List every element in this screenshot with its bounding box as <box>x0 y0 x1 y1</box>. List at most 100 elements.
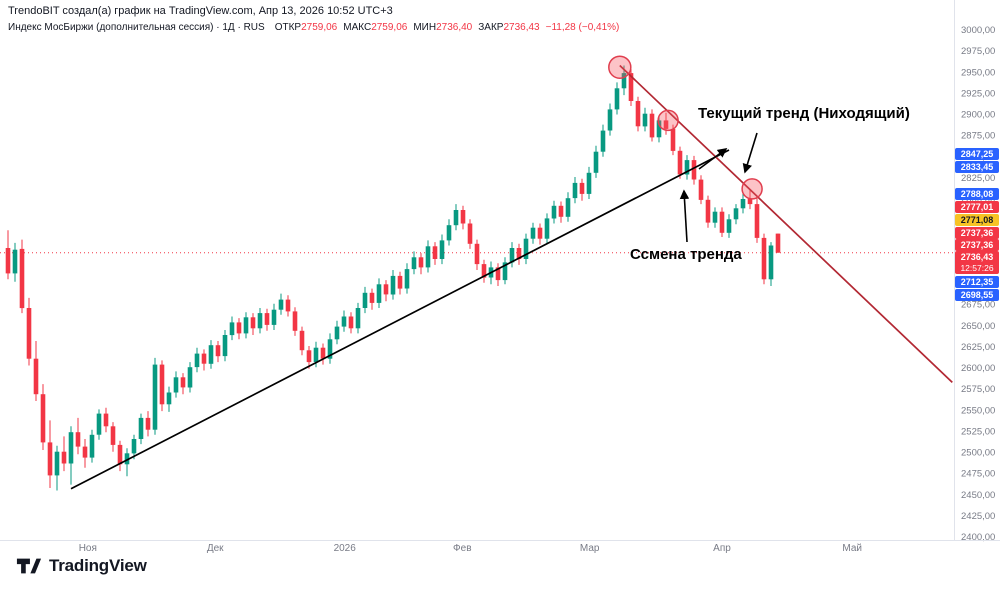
candle[interactable] <box>523 233 529 265</box>
annotation-arrow[interactable] <box>742 132 758 174</box>
candle[interactable] <box>334 320 340 345</box>
candle[interactable] <box>614 82 620 115</box>
candle[interactable] <box>215 341 221 363</box>
price-level-label[interactable]: 2833,45 <box>955 161 999 173</box>
price-level-label[interactable]: 2777,01 <box>955 201 999 213</box>
candle[interactable] <box>586 166 592 199</box>
candle[interactable] <box>733 204 739 225</box>
current-price-label[interactable]: 2736,43 12:57:26 <box>955 251 999 274</box>
candle[interactable] <box>383 280 389 302</box>
drawings-layer[interactable] <box>70 55 953 490</box>
tradingview-logo[interactable]: TradingView <box>16 556 147 576</box>
candle[interactable] <box>446 219 452 246</box>
candle[interactable] <box>236 318 242 340</box>
time-axis-label[interactable]: Апр <box>713 543 731 554</box>
price-level-label[interactable]: 2737,36 <box>955 239 999 251</box>
candle[interactable] <box>719 207 725 237</box>
candle[interactable] <box>208 340 214 369</box>
candle[interactable] <box>607 103 613 136</box>
candle[interactable] <box>264 308 270 331</box>
candle[interactable] <box>166 386 172 412</box>
candle[interactable] <box>593 145 599 178</box>
candle[interactable] <box>327 333 333 364</box>
annotation-arrow[interactable] <box>698 148 728 170</box>
candle[interactable] <box>404 263 410 294</box>
uptrend-trendline[interactable] <box>70 149 730 490</box>
candle[interactable] <box>726 214 732 238</box>
candle[interactable] <box>19 239 25 314</box>
candle[interactable] <box>47 420 53 488</box>
symbol-title[interactable]: Индекс МосБиржи (дополнительная сессия) … <box>8 22 265 33</box>
candle[interactable] <box>579 178 585 201</box>
time-axis-label[interactable]: 2026 <box>334 543 357 554</box>
candle[interactable] <box>61 436 67 472</box>
candle[interactable] <box>82 439 88 468</box>
candle[interactable] <box>348 312 354 334</box>
candle[interactable] <box>775 233 781 253</box>
candle[interactable] <box>600 124 606 157</box>
candle[interactable] <box>439 234 445 265</box>
candle[interactable] <box>26 297 32 366</box>
candle[interactable] <box>75 417 81 455</box>
candle[interactable] <box>320 343 326 365</box>
candle[interactable] <box>754 197 760 243</box>
time-axis-label[interactable]: Фев <box>453 543 471 554</box>
price-level-label[interactable]: 2847,25 <box>955 148 999 160</box>
candle[interactable] <box>243 312 249 339</box>
candles-layer[interactable] <box>5 65 781 491</box>
candle[interactable] <box>250 313 256 335</box>
candle[interactable] <box>124 448 130 477</box>
candle[interactable] <box>390 270 396 300</box>
candle[interactable] <box>649 109 655 142</box>
candle[interactable] <box>299 326 305 356</box>
candle[interactable] <box>89 429 95 463</box>
candle[interactable] <box>684 155 690 180</box>
candle[interactable] <box>418 253 424 275</box>
candle[interactable] <box>656 116 662 143</box>
candle[interactable] <box>40 384 46 450</box>
candle[interactable] <box>705 195 711 228</box>
candle[interactable] <box>502 257 508 285</box>
candle[interactable] <box>509 242 515 268</box>
candle[interactable] <box>530 222 536 244</box>
candle[interactable] <box>173 371 179 398</box>
candle[interactable] <box>453 204 459 231</box>
candle[interactable] <box>551 200 557 224</box>
candle[interactable] <box>229 316 235 341</box>
candle[interactable] <box>131 434 137 460</box>
time-axis-label[interactable]: Мар <box>580 543 600 554</box>
peak-circle-marker[interactable] <box>741 178 763 200</box>
downtrend-annotation[interactable]: Текущий тренд (Ниходящий) <box>698 105 910 122</box>
candle[interactable] <box>306 346 312 369</box>
candle[interactable] <box>677 146 683 179</box>
candle[interactable] <box>467 219 473 249</box>
candle[interactable] <box>432 242 438 265</box>
candle[interactable] <box>474 239 480 270</box>
peak-circle-marker[interactable] <box>657 109 679 132</box>
candle[interactable] <box>194 347 200 373</box>
candle[interactable] <box>397 271 403 295</box>
candle[interactable] <box>635 96 641 132</box>
time-axis-label[interactable]: Май <box>842 543 862 554</box>
candle[interactable] <box>768 242 774 286</box>
annotation-arrow[interactable] <box>679 189 690 243</box>
candle[interactable] <box>712 207 718 228</box>
candle[interactable] <box>257 308 263 334</box>
price-level-label[interactable]: 2698,55 <box>955 289 999 301</box>
price-level-label[interactable]: 2737,36 <box>955 227 999 239</box>
candle[interactable] <box>558 201 564 223</box>
candle[interactable] <box>145 411 151 437</box>
candle[interactable] <box>411 251 417 275</box>
candle[interactable] <box>96 409 102 440</box>
candle[interactable] <box>54 445 60 491</box>
candle[interactable] <box>152 357 158 435</box>
downtrend-trendline[interactable] <box>619 64 953 384</box>
candle[interactable] <box>537 223 543 245</box>
trend-change-annotation[interactable]: Ссмена тренда <box>630 246 742 263</box>
candle[interactable] <box>110 422 116 452</box>
candle[interactable] <box>12 242 18 282</box>
candle[interactable] <box>698 175 704 205</box>
candle[interactable] <box>642 107 648 132</box>
candle[interactable] <box>292 307 298 336</box>
candle[interactable] <box>180 373 186 395</box>
